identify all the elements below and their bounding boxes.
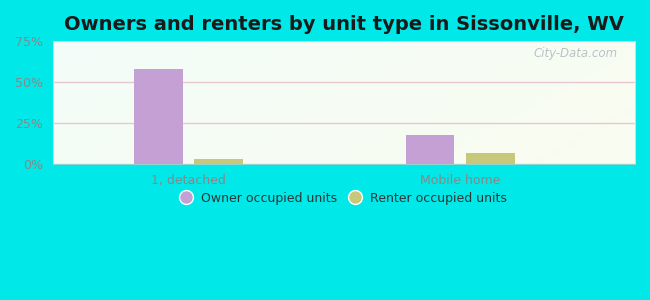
Text: City-Data.com: City-Data.com [534, 47, 618, 60]
Bar [406, 135, 454, 164]
Legend: Owner occupied units, Renter occupied units: Owner occupied units, Renter occupied un… [176, 187, 512, 210]
Bar [194, 159, 243, 164]
Bar [466, 153, 515, 164]
Bar [135, 69, 183, 164]
Title: Owners and renters by unit type in Sissonville, WV: Owners and renters by unit type in Sisso… [64, 15, 624, 34]
